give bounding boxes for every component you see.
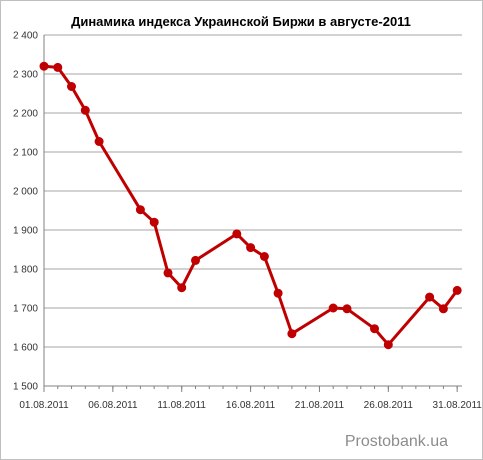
x-tick-label: 16.08.2011 bbox=[226, 400, 276, 411]
x-tick-labels: 01.08.2011 06.08.2011 11.08.2011 16.08.2011… bbox=[19, 400, 482, 411]
y-tick-label: 1 500 bbox=[13, 382, 38, 393]
y-tick-labels: 1 500 1 600 1 700 1 800 1 900 2 000 2 100 2 200… bbox=[13, 31, 38, 393]
data-point bbox=[53, 62, 63, 72]
x-tick-label: 11.08.2011 bbox=[157, 400, 206, 411]
grid-lines bbox=[44, 34, 462, 348]
y-tick-label: 1 900 bbox=[13, 226, 38, 237]
y-tick-label: 2 300 bbox=[13, 70, 38, 81]
data-point bbox=[438, 304, 448, 314]
y-tick-label: 1 700 bbox=[13, 304, 38, 315]
data-point bbox=[191, 255, 200, 265]
x-tick-label: 26.08.2011 bbox=[364, 400, 414, 411]
data-point bbox=[452, 285, 462, 295]
data-point bbox=[425, 292, 435, 302]
data-point bbox=[246, 243, 256, 253]
data-point bbox=[94, 137, 104, 146]
x-tick-label: 01.08.2011 bbox=[19, 400, 69, 411]
series-line bbox=[43, 64, 459, 347]
y-tick-label: 2 100 bbox=[13, 148, 38, 159]
data-point bbox=[67, 82, 76, 91]
data-point bbox=[287, 329, 297, 339]
x-tick-label: 31.08.2011 bbox=[433, 400, 482, 411]
y-tick-label: 1 600 bbox=[13, 343, 38, 354]
data-point bbox=[149, 217, 159, 227]
watermark-text: Prostobank.ua bbox=[345, 433, 448, 450]
data-point bbox=[163, 268, 173, 278]
y-tick-label: 1 800 bbox=[13, 265, 38, 276]
series-index bbox=[39, 61, 462, 350]
data-point bbox=[80, 105, 90, 115]
axes bbox=[43, 35, 462, 392]
data-point bbox=[232, 229, 242, 239]
y-tick-label: 2 200 bbox=[13, 109, 38, 120]
x-tick-label: 06.08.2011 bbox=[88, 400, 138, 411]
data-point bbox=[135, 205, 145, 215]
data-point bbox=[370, 324, 379, 334]
chart-title: Динамика индекса Украинской Биржи в авгу… bbox=[71, 14, 411, 29]
data-point bbox=[273, 288, 283, 298]
y-tick-label: 2 400 bbox=[13, 31, 38, 42]
data-point bbox=[39, 61, 49, 71]
data-point bbox=[328, 303, 338, 313]
y-tick-label: 2 000 bbox=[13, 187, 38, 198]
data-point bbox=[177, 283, 187, 293]
data-point bbox=[342, 304, 352, 314]
data-point bbox=[259, 252, 269, 261]
x-tick-label: 21.08.2011 bbox=[295, 400, 345, 411]
data-point bbox=[383, 340, 393, 350]
